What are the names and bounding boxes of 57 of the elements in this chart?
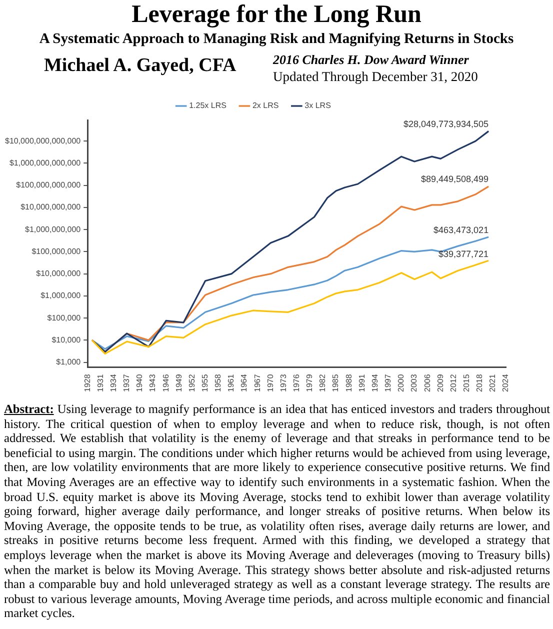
x-tick-label: 1958 xyxy=(214,374,223,392)
x-tick-label: 2015 xyxy=(462,374,471,392)
x-tick-label: 1970 xyxy=(266,374,275,392)
x-tick-label: 1994 xyxy=(370,374,380,392)
x-tick-label: 1967 xyxy=(252,374,262,392)
x-tick-label: 1964 xyxy=(240,374,249,392)
x-tick-label: 1946 xyxy=(161,374,170,392)
chart-subtitle: A Systematic Approach to Managing Risk and Magnifying Returns in Stocks xyxy=(38,31,515,48)
y-tick-label: $1,000,000 xyxy=(40,291,82,300)
y-tick-label: $1,000,000,000 xyxy=(25,224,82,234)
text: 2016 Charles H. Dow Award Winner xyxy=(273,52,469,68)
x-tick-label: 2006 xyxy=(422,374,432,392)
y-tick-label: $10,000 xyxy=(52,335,82,344)
y-tick-label: $10,000,000,000,000 xyxy=(4,136,82,146)
x-tick-label: 2003 xyxy=(410,374,419,392)
y-tick-label: $100,000,000 xyxy=(32,246,82,256)
data-label: $463,473,021 xyxy=(434,224,489,235)
x-tick-label: 1934 xyxy=(108,374,118,392)
x-tick-label: 1976 xyxy=(292,374,302,392)
y-tick-label: $100,000 xyxy=(47,313,82,322)
x-tick-label: 1937 xyxy=(122,374,132,392)
data-label: $89,449,508,499 xyxy=(421,174,489,184)
y-tick-label: $10,000,000 xyxy=(36,269,82,278)
legend-label: 2x LRS xyxy=(252,101,279,110)
x-tick-label: 1928 xyxy=(82,374,92,392)
x-tick-label: 1940 xyxy=(135,374,144,392)
x-tick-label: 1982 xyxy=(318,374,328,392)
y-tick-label: $1,000 xyxy=(56,358,82,366)
x-tick-label: 2009 xyxy=(436,374,445,392)
x-tick-label: 2021 xyxy=(488,374,498,392)
x-tick-label: 1931 xyxy=(96,374,105,392)
x-tick-label: 1979 xyxy=(305,374,314,392)
y-tick-label: $1,000,000,000,000 xyxy=(9,158,82,168)
x-tick-label: 1943 xyxy=(148,374,158,392)
x-tick-label: 1985 xyxy=(331,374,340,392)
x-tick-label: 2024 xyxy=(501,374,510,392)
text: Michael A. Gayed, CFA xyxy=(44,55,236,77)
legend-label: 3x LRS xyxy=(304,101,331,110)
text: Updated Through December 31, 2020 xyxy=(273,69,478,85)
x-tick-label: 1955 xyxy=(200,374,210,392)
text: Abstract: Using leverage to magnify performance is an idea that has enticed investors and traders throughout history. The critical question of when to employ leverage and when to reduce risk, though, is not often addressed. We establish that volatility is the enemy of leverage and that streaks in performance tend to be beneficial to using margin. The conditions under which higher returns would be achieved from using leverage, then, are low volatility environments that are more likely to experience consecutive positive returns. We find that Moving Averages are an effective way to identify such environments in a systematic fashion. When the broad U.S. equity market is above its Moving Average, stocks tend to exhibit lower than average volatility going forward, higher average daily performance, and longer streaks of positive returns. When below its Moving Average, the opposite tends to be true, as volatility often rises, average daily returns are lower, and streaks in positive returns become less frequent. Armed with this finding, we developed a strategy that employs leverage when the market is above its Moving Average and deleverages (moving to Treasury bills) when the market is below its Moving Average. This strategy shows better absolute and risk-adjusted returns than a comparable buy and hold unleveraged strategy as well as a constant leverage strategy. The results are robust to various leverage amounts, Moving Average time periods, and across multiple economic and financial market cycles. xyxy=(4,402,550,620)
x-tick-label: 1961 xyxy=(226,374,236,392)
x-tick-label: 1952 xyxy=(187,374,196,392)
x-tick-label: 1997 xyxy=(384,374,393,392)
x-tick-label: 1988 xyxy=(344,374,354,392)
x-tick-label: 1991 xyxy=(357,374,366,392)
data-label: $28,049,773,934,505 xyxy=(403,119,489,130)
y-tick-label: $10,000,000,000 xyxy=(20,202,82,212)
data-label: $39,377,721 xyxy=(438,248,489,259)
chart-title: Leverage for the Long Run xyxy=(130,0,422,30)
x-tick-label: 1973 xyxy=(278,374,288,392)
legend-label: 1.25x LRS xyxy=(189,101,226,110)
x-tick-label: 1949 xyxy=(174,374,184,392)
x-tick-label: 2000 xyxy=(396,374,406,392)
x-tick-label: 2012 xyxy=(448,374,458,392)
y-tick-label: $100,000,000,000 xyxy=(16,180,82,190)
x-tick-label: 2018 xyxy=(475,374,484,392)
